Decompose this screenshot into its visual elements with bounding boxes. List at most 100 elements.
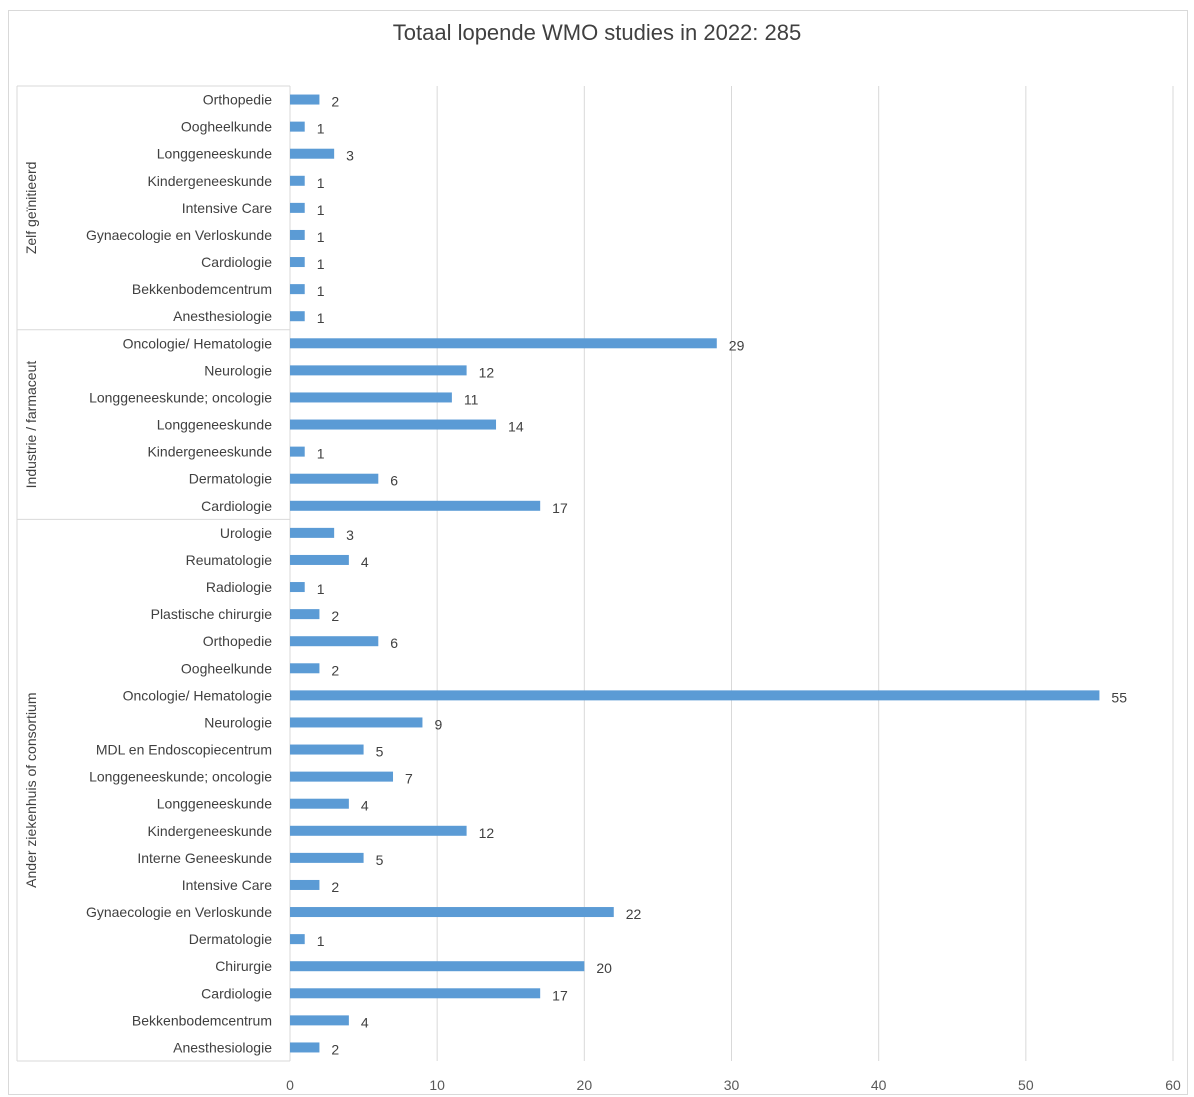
category-label: Interne Geneeskunde bbox=[137, 850, 272, 866]
category-label: Cardiologie bbox=[201, 254, 272, 270]
category-label: Neurologie bbox=[204, 362, 272, 378]
data-label: 2 bbox=[331, 94, 339, 110]
data-label: 1 bbox=[317, 933, 325, 949]
data-label: 1 bbox=[317, 446, 325, 462]
bar bbox=[290, 148, 335, 159]
category-label: Longgeneeskunde bbox=[157, 796, 272, 812]
category-label: Anesthesiologie bbox=[173, 308, 272, 324]
x-tick-label: 60 bbox=[1165, 1077, 1181, 1093]
data-label: 4 bbox=[361, 1014, 369, 1030]
data-label: 55 bbox=[1111, 689, 1127, 705]
category-label: Urologie bbox=[220, 525, 272, 541]
data-label: 6 bbox=[390, 473, 398, 489]
data-label: 2 bbox=[331, 608, 339, 624]
data-label: 1 bbox=[317, 175, 325, 191]
bar bbox=[290, 609, 320, 620]
category-label: Oncologie/ Hematologie bbox=[123, 335, 273, 351]
bar bbox=[290, 663, 320, 674]
bar bbox=[290, 365, 467, 376]
category-label: Anesthesiologie bbox=[173, 1039, 272, 1055]
category-label: Dermatologie bbox=[189, 931, 272, 947]
bar bbox=[290, 798, 349, 809]
bar bbox=[290, 554, 349, 565]
group-label: Industrie / farmaceut bbox=[23, 361, 39, 489]
group-axis: Zelf geïnitieerd Industrie / farmaceut And… bbox=[16, 85, 290, 1062]
category-label: Oogheelkunde bbox=[181, 119, 272, 135]
bar bbox=[290, 717, 423, 728]
data-label: 6 bbox=[390, 635, 398, 651]
data-label: 17 bbox=[552, 987, 568, 1003]
category-label: Intensive Care bbox=[182, 200, 272, 216]
category-label: Oncologie/ Hematologie bbox=[123, 687, 273, 703]
category-label: Cardiologie bbox=[201, 498, 272, 514]
data-label: 9 bbox=[434, 716, 442, 732]
bar bbox=[290, 121, 305, 132]
category-label: Longgeneeskunde bbox=[157, 417, 272, 433]
category-label: Orthopedie bbox=[203, 92, 272, 108]
data-label: 3 bbox=[346, 148, 354, 164]
x-tick-label: 30 bbox=[724, 1077, 740, 1093]
bar bbox=[290, 446, 305, 457]
bar bbox=[290, 392, 452, 403]
bar bbox=[290, 961, 585, 972]
bar bbox=[290, 338, 717, 349]
group-label: Ander ziekenhuis of consortium bbox=[23, 693, 39, 888]
data-label: 1 bbox=[317, 283, 325, 299]
category-label: Radiologie bbox=[206, 579, 272, 595]
bar bbox=[290, 419, 497, 430]
data-label: 1 bbox=[317, 581, 325, 597]
x-tick-label: 50 bbox=[1018, 1077, 1034, 1093]
category-label: Dermatologie bbox=[189, 471, 272, 487]
category-label: Gynaecologie en Verloskunde bbox=[86, 904, 272, 920]
bar bbox=[290, 311, 305, 322]
bar bbox=[290, 988, 541, 999]
bar bbox=[290, 907, 614, 918]
bar bbox=[290, 1015, 349, 1026]
data-label: 2 bbox=[331, 879, 339, 895]
category-label: MDL en Endoscopiecentrum bbox=[96, 742, 272, 758]
category-label: Orthopedie bbox=[203, 633, 272, 649]
category-label: Gynaecologie en Verloskunde bbox=[86, 227, 272, 243]
data-label: 2 bbox=[331, 662, 339, 678]
data-label: 1 bbox=[317, 202, 325, 218]
group-label: Zelf geïnitieerd bbox=[23, 162, 39, 255]
category-label: Oogheelkunde bbox=[181, 660, 272, 676]
x-tick-label: 0 bbox=[286, 1077, 294, 1093]
bar bbox=[290, 879, 320, 890]
bar bbox=[290, 771, 394, 782]
data-label: 1 bbox=[317, 256, 325, 272]
x-tick-label: 20 bbox=[577, 1077, 593, 1093]
category-label: Neurologie bbox=[204, 714, 272, 730]
category-label: Kindergeneeskunde bbox=[147, 823, 272, 839]
category-label: Reumatologie bbox=[186, 552, 273, 568]
gridlines bbox=[289, 86, 1174, 1061]
data-label: 5 bbox=[376, 852, 384, 868]
bar bbox=[290, 744, 364, 755]
category-label: Longgeneeskunde; oncologie bbox=[89, 389, 272, 405]
data-label: 1 bbox=[317, 229, 325, 245]
category-label: Cardiologie bbox=[201, 985, 272, 1001]
data-label: 14 bbox=[508, 419, 524, 435]
bar bbox=[290, 636, 379, 647]
bar bbox=[290, 690, 1100, 701]
bar bbox=[290, 852, 364, 863]
data-label: 7 bbox=[405, 771, 413, 787]
x-axis-ticks: 0 10 20 30 40 50 60 bbox=[286, 1077, 1181, 1093]
bar bbox=[290, 202, 305, 213]
bar bbox=[290, 94, 320, 105]
bar bbox=[290, 284, 305, 295]
data-label: 4 bbox=[361, 554, 369, 570]
category-label: Bekkenbodemcentrum bbox=[132, 1012, 272, 1028]
category-label: Kindergeneeskunde bbox=[147, 444, 272, 460]
category-label: Plastische chirurgie bbox=[151, 606, 273, 622]
bars bbox=[290, 94, 1100, 1053]
chart-title: Totaal lopende WMO studies in 2022: 285 bbox=[392, 20, 802, 45]
bar bbox=[290, 500, 541, 511]
category-label: Longgeneeskunde; oncologie bbox=[89, 769, 272, 785]
category-label: Bekkenbodemcentrum bbox=[132, 281, 272, 297]
data-label: 22 bbox=[626, 906, 642, 922]
bar bbox=[290, 527, 335, 538]
data-label: 20 bbox=[596, 960, 612, 976]
category-label: Intensive Care bbox=[182, 877, 272, 893]
